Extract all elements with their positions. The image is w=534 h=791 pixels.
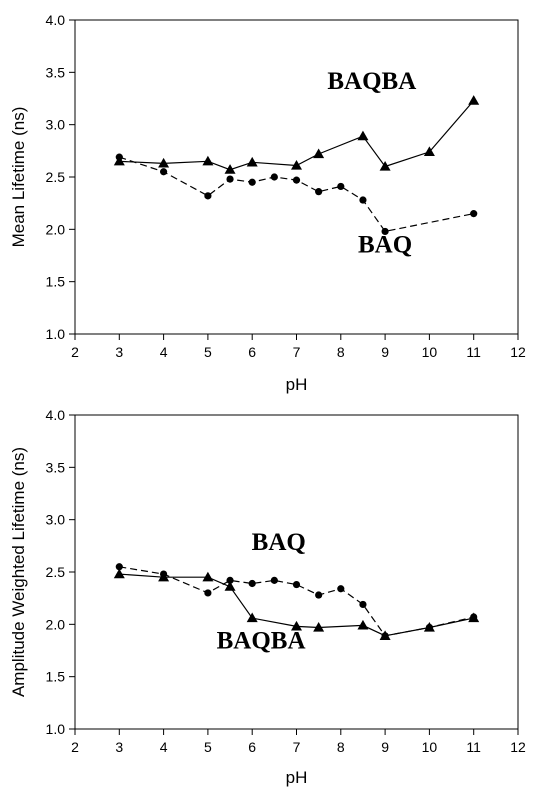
data-point-baqba xyxy=(113,568,125,579)
series-label-baqba: BAQBA xyxy=(327,68,416,95)
data-point-baqba xyxy=(246,156,258,167)
y-tick-label: 4.0 xyxy=(46,12,66,28)
y-tick-label: 3.0 xyxy=(46,117,66,133)
data-point-baqba xyxy=(224,581,236,591)
data-point-baq xyxy=(115,563,123,571)
x-tick-label: 11 xyxy=(466,739,481,755)
data-point-baq xyxy=(425,623,433,632)
series-label-baqba: BAQBA xyxy=(217,627,306,654)
data-point-baq xyxy=(270,576,278,584)
data-point-baqba xyxy=(246,612,258,623)
y-tick-label: 2.0 xyxy=(46,221,66,237)
y-tick-label: 3.5 xyxy=(46,64,66,80)
x-tick-label: 10 xyxy=(422,344,438,360)
x-tick-label: 2 xyxy=(71,739,79,755)
chart-amplitude-weighted-lifetime: 2 3 4 5 6 7 8 9 10 11 12 1.0 1.5 2.0 2.5 3.0 3.5 4.0 pH Amp… xyxy=(9,407,526,787)
series-label-baq: BAQ xyxy=(252,529,306,556)
y-tick-label: 2.5 xyxy=(46,169,66,185)
y-tick-label: 1.0 xyxy=(46,721,66,737)
data-point-baqba xyxy=(357,130,369,141)
x-tick-label: 5 xyxy=(204,739,212,755)
data-point-baq xyxy=(292,176,301,184)
y-tick-label: 1.0 xyxy=(46,326,66,342)
data-point-baq xyxy=(470,210,478,218)
x-axis-title: pH xyxy=(286,768,308,787)
y-axis-title: Mean Lifetime (ns) xyxy=(9,107,28,248)
data-point-baq xyxy=(315,188,323,196)
data-point-baq xyxy=(381,227,389,236)
x-tick-label: 5 xyxy=(204,344,212,360)
series-line-baqba xyxy=(119,100,475,171)
data-point-baq xyxy=(292,580,301,589)
data-point-baqba xyxy=(158,157,170,168)
data-point-baqba xyxy=(423,146,435,157)
x-tick-label: 8 xyxy=(337,739,345,755)
x-tick-label: 4 xyxy=(160,344,168,360)
x-tick-label: 3 xyxy=(115,739,123,755)
data-point-baqba xyxy=(291,620,302,631)
data-point-baqba xyxy=(291,159,302,170)
plot-frame xyxy=(74,414,519,730)
data-point-baq xyxy=(115,153,123,161)
data-point-baq xyxy=(315,591,323,599)
x-tick-label: 11 xyxy=(466,344,481,360)
x-tick-label: 12 xyxy=(510,344,526,360)
x-tick-label: 4 xyxy=(160,739,168,755)
data-point-baqba xyxy=(202,155,214,166)
data-point-baq xyxy=(248,579,256,588)
data-point-baq xyxy=(160,168,168,176)
x-tick-label: 7 xyxy=(293,344,301,360)
y-tick-label: 4.0 xyxy=(46,407,66,423)
data-point-baqba xyxy=(313,148,325,159)
data-point-baqba xyxy=(357,619,369,630)
data-point-baq xyxy=(381,632,389,640)
y-tick-label: 1.5 xyxy=(46,669,66,685)
y-tick-label: 2.5 xyxy=(46,564,66,580)
y-axis-title: Amplitude Weighted Lifetime (ns) xyxy=(9,447,28,697)
y-tick-label: 1.5 xyxy=(46,274,66,290)
data-point-baq xyxy=(270,173,278,181)
chart-mean-lifetime: 2 3 4 5 6 7 8 9 10 11 12 1.0 1.5 2.0 2.5 3.0 3.5 4.0 pH Mea… xyxy=(9,12,526,394)
x-tick-label: 6 xyxy=(248,344,256,360)
y-tick-label: 3.5 xyxy=(46,459,66,475)
data-point-baq xyxy=(226,175,234,183)
x-tick-label: 8 xyxy=(337,344,345,360)
data-point-baqba xyxy=(224,164,236,174)
data-point-baqba xyxy=(468,95,480,105)
x-axis-title: pH xyxy=(286,375,308,394)
data-point-baq xyxy=(359,600,367,609)
data-point-baq xyxy=(204,192,212,200)
x-tick-label: 6 xyxy=(248,739,256,755)
data-point-baqba xyxy=(202,571,214,582)
data-point-baqba xyxy=(313,621,325,632)
x-tick-label: 3 xyxy=(115,344,123,360)
data-point-baq xyxy=(337,585,345,593)
data-point-baq xyxy=(226,576,234,584)
series-line-baq xyxy=(119,156,474,233)
data-point-baq xyxy=(470,613,478,621)
data-point-baqba xyxy=(379,161,391,171)
x-tick-label: 9 xyxy=(381,344,389,360)
series-label-baq: BAQ xyxy=(358,231,412,258)
y-tick-label: 2.0 xyxy=(46,616,66,632)
x-tick-label: 9 xyxy=(381,739,389,755)
data-point-baq xyxy=(204,589,212,597)
y-tick-label: 3.0 xyxy=(46,512,66,528)
data-point-baq xyxy=(359,196,367,204)
data-point-baq xyxy=(160,570,168,578)
x-tick-label: 12 xyxy=(510,739,526,755)
x-tick-label: 2 xyxy=(71,344,79,360)
x-tick-label: 7 xyxy=(293,739,301,755)
data-point-baq xyxy=(248,178,256,186)
x-tick-label: 10 xyxy=(422,739,438,755)
data-point-baq xyxy=(337,182,345,191)
